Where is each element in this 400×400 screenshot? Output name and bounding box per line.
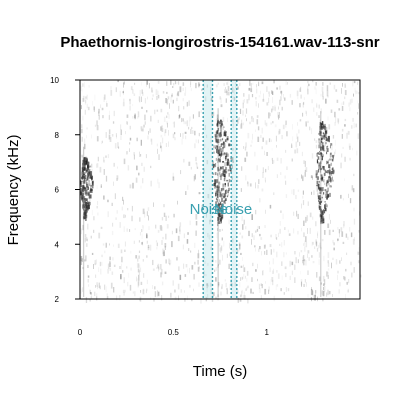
chart-title: Phaethornis-longirostris-154161.wav-113-… [60, 34, 379, 51]
x-tick-label: 0 [78, 328, 83, 337]
annotation-label: Noise [214, 201, 252, 218]
spectrogram-noise [80, 80, 362, 304]
call-1 [80, 146, 94, 297]
y-axis: 2 4 6 8 10 [50, 76, 80, 304]
spectrogram-calls [80, 108, 335, 297]
x-axis: 0 0.5 1 [78, 328, 270, 337]
y-tick-label: 4 [55, 240, 60, 249]
x-axis-label: Time (s) [193, 363, 247, 380]
x-tick-label: 0.5 [168, 328, 180, 337]
y-tick-label: 2 [55, 295, 60, 304]
annotation-1: Noise [190, 80, 228, 299]
y-tick-label: 10 [50, 76, 59, 85]
call-2 [212, 108, 234, 297]
y-tick-label: 6 [55, 186, 60, 195]
y-axis-label: Frequency (kHz) [5, 135, 22, 246]
x-tick-label: 1 [264, 328, 269, 337]
annotation-label: Noise [190, 201, 228, 218]
y-tick-label: 8 [55, 131, 60, 140]
annotation-box [203, 80, 213, 299]
call-3 [315, 111, 335, 297]
annotation-2: Noise [214, 80, 252, 299]
annotation-box [231, 80, 237, 299]
